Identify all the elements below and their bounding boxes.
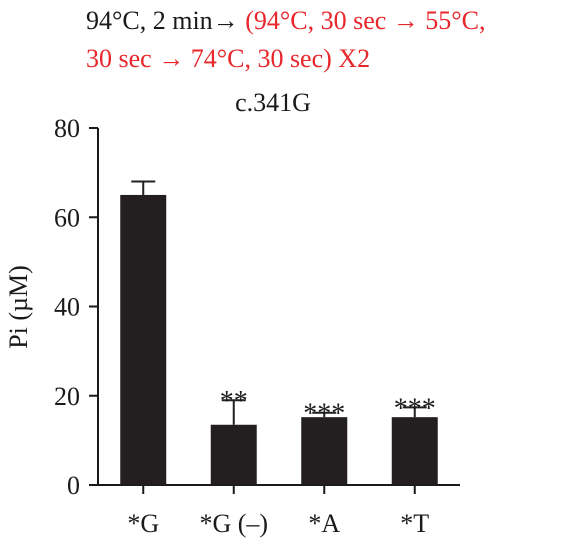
cycle-conditions-text-2: 30 sec → 74°C, 30 sec) X2: [86, 44, 371, 73]
bar: [391, 417, 438, 485]
category-label: *T: [400, 509, 429, 538]
bar: [120, 194, 167, 485]
category-label: *A: [308, 509, 340, 538]
pcr-conditions-header: 94°C, 2 min→ (94°C, 30 sec → 55°C, 30 se…: [86, 2, 486, 78]
bar: [301, 417, 348, 485]
bar: [210, 424, 257, 485]
cycle-conditions-text-1: (94°C, 30 sec → 55°C,: [245, 6, 486, 35]
y-tick-label: 0: [67, 471, 80, 500]
y-axis-label: Pi (µM): [4, 265, 33, 349]
category-label: *G: [127, 509, 159, 538]
header-line-2: 30 sec → 74°C, 30 sec) X2: [86, 40, 486, 78]
chart-title: c.341G: [235, 88, 311, 117]
category-label: *G (–): [199, 509, 268, 538]
significance-marker: ***: [303, 399, 345, 430]
header-line-1: 94°C, 2 min→ (94°C, 30 sec → 55°C,: [86, 2, 486, 40]
significance-marker: **: [220, 386, 248, 417]
y-tick-label: 20: [54, 382, 80, 411]
y-tick-label: 40: [54, 293, 80, 322]
initial-denaturation-text: 94°C, 2 min→: [86, 6, 246, 35]
bars: [120, 180, 438, 485]
significance-marker: ***: [394, 393, 436, 424]
y-tick-label: 60: [54, 203, 80, 232]
y-tick-label: 80: [54, 114, 80, 143]
labels: 0 20 40 60 80 *G *G (–) ** *A *** *T ***: [54, 114, 436, 538]
